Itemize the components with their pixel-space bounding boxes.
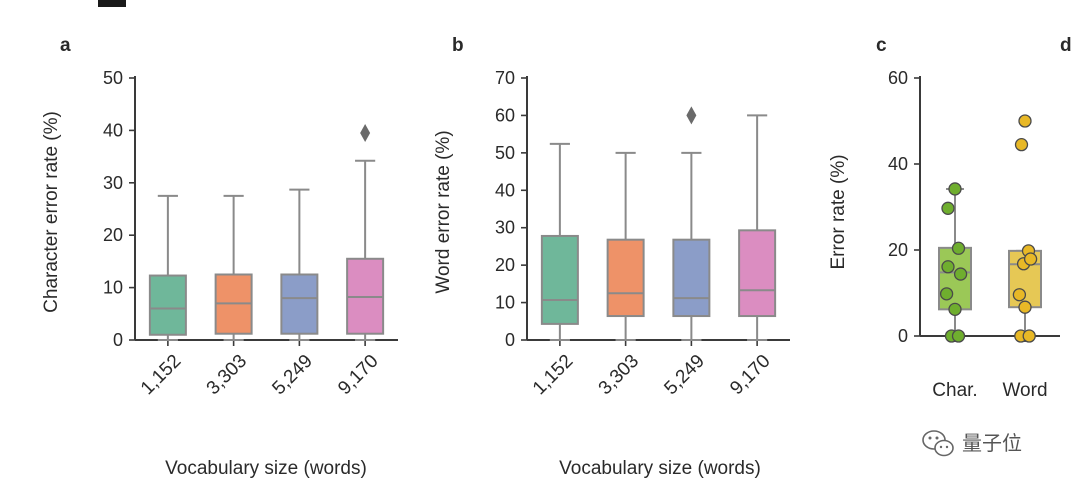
panel-b-ytick-label-2: 20: [495, 255, 515, 275]
watermark: 量子位: [922, 430, 1022, 457]
panel-b-box-3: [738, 114, 777, 341]
panel-a-xtick-label-3: 9,170: [334, 351, 382, 399]
panel-b-ytick-label-1: 10: [495, 293, 515, 313]
panel-a-ylabel: Character error rate (%): [41, 111, 62, 313]
panel-a-box-0: [148, 194, 187, 341]
panel-c-point-1-5: [1012, 288, 1027, 302]
panel-c-point-0-1: [941, 201, 955, 215]
panel-b-outlier-2-0: [686, 106, 697, 125]
panel-letter-c: c: [876, 35, 887, 56]
panel-c-ytick-label-3: 60: [888, 68, 908, 88]
panel-b-boxplot: 0 10 20 30 40 50 60 70 1,152 3,303 5,249 9,170: [495, 68, 790, 399]
panel-c-point-1-1: [1014, 137, 1029, 152]
panel-a-ytick-label-2: 20: [103, 225, 123, 245]
panel-b-ylabel: Word error rate (%): [433, 130, 454, 293]
panel-c-ytick-label-2: 40: [888, 154, 908, 174]
panel-a-ytick-label-5: 50: [103, 68, 123, 88]
panel-a-xtick-label-1: 3,303: [203, 351, 251, 399]
panel-b-ytick-label-4: 40: [495, 180, 515, 200]
panel-c-point-0-0: [948, 182, 962, 196]
panel-b-box-rect-0: [540, 234, 579, 325]
panel-a-boxplot: 0 10 20 30 40 50 1,152 3,303 5,249 9,170: [103, 68, 398, 399]
panel-a-box-1: [214, 194, 253, 341]
panel-c-ylabel: Error rate (%): [828, 154, 849, 269]
panel-b-xtick-label-3: 9,170: [726, 351, 774, 399]
panel-c-point-1-6: [1018, 300, 1032, 314]
panel-a-box-rect-0: [148, 274, 187, 336]
panel-c-boxplot: 0 20 40 60 Char. Word: [888, 68, 1060, 401]
panel-c-point-0-3: [941, 260, 955, 274]
watermark-text: 量子位: [962, 432, 1022, 455]
panel-b-box-0: [540, 142, 579, 341]
panel-c-point-1-0: [1018, 114, 1032, 128]
panel-a-outlier-3-0: [360, 124, 371, 143]
panel-c-point-1-8: [1022, 329, 1036, 343]
panel-b-ytick-label-6: 60: [495, 105, 515, 125]
panel-letter-b: b: [452, 35, 464, 56]
panel-c-xtick-label-1: Word: [1002, 380, 1047, 401]
panel-c-point-0-5: [939, 287, 954, 301]
panel-a-box-2: [280, 188, 319, 341]
panel-a-ytick-label-3: 30: [103, 173, 123, 193]
panel-letter-a: a: [60, 35, 71, 56]
panel-b-box-1: [606, 151, 645, 341]
panel-a-xtick-label-0: 1,152: [137, 351, 185, 399]
panel-a-box-3: [346, 124, 385, 341]
panel-c-point-0-8: [951, 329, 966, 343]
panel-c-xtick-label-0: Char.: [932, 380, 977, 401]
cropped-title-fragment: [98, 0, 126, 7]
panel-b-box-rect-2: [672, 238, 711, 318]
panel-b-xtick-label-1: 3,303: [595, 351, 643, 399]
panel-a-ytick-label-0: 0: [113, 330, 123, 350]
panel-c-point-0-4: [953, 267, 968, 281]
panel-c-box-rect-0: [938, 246, 972, 311]
panel-c-ytick-label-0: 0: [898, 326, 908, 346]
panel-b-ytick-label-0: 0: [505, 330, 515, 350]
panel-a-xlabel: Vocabulary size (words): [165, 458, 367, 479]
panel-b-box-rect-1: [606, 238, 645, 318]
panel-c-point-0-6: [948, 302, 962, 316]
panel-letter-d: d: [1060, 35, 1072, 56]
panel-b-ytick-label-5: 50: [495, 143, 515, 163]
panel-a-ytick-label-4: 40: [103, 120, 123, 140]
panel-a-xtick-label-2: 5,249: [268, 351, 316, 399]
panel-b-ytick-label-7: 70: [495, 68, 515, 88]
panel-b-xtick-label-0: 1,152: [529, 351, 577, 399]
panel-c-ytick-label-1: 20: [888, 240, 908, 260]
panel-c-point-1-4: [1023, 252, 1038, 266]
panel-c-point-0-2: [951, 241, 966, 255]
panel-b-box-rect-3: [738, 229, 777, 318]
panel-b-ytick-label-3: 30: [495, 218, 515, 238]
panel-a-ytick-label-1: 10: [103, 278, 123, 298]
wechat-icon: [922, 430, 954, 457]
panel-b-box-2: [672, 106, 711, 341]
panel-b-xlabel: Vocabulary size (words): [559, 458, 761, 479]
panel-a-box-rect-2: [280, 273, 319, 335]
panel-b-xtick-label-2: 5,249: [660, 351, 708, 399]
